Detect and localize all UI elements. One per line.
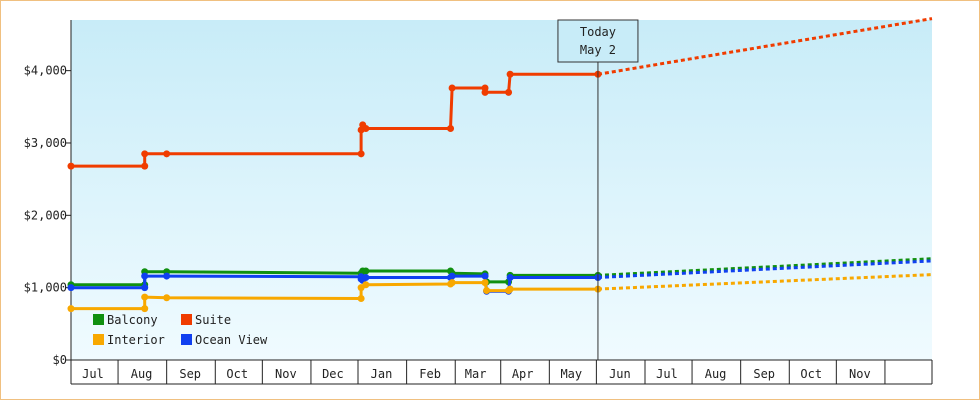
- series-point: [141, 162, 149, 170]
- series-line: [69, 269, 600, 287]
- legend: Balcony Suite Interior Ocean View: [93, 313, 268, 347]
- series-point: [506, 70, 514, 78]
- legend-label: Balcony: [107, 313, 158, 327]
- x-tick-label: May: [560, 367, 582, 381]
- series-lines: [67, 17, 933, 313]
- series-point: [362, 125, 370, 133]
- x-tick-label: Oct: [226, 367, 248, 381]
- series-point: [163, 150, 171, 158]
- legend-swatch: [93, 314, 104, 325]
- series-point: [447, 125, 455, 133]
- series-point: [141, 150, 149, 158]
- x-tick-label: Apr: [512, 367, 534, 381]
- today-marker: Today May 2: [557, 19, 639, 360]
- series-point: [362, 281, 370, 289]
- series-point: [67, 284, 75, 292]
- legend-label: Suite: [195, 313, 231, 327]
- y-tick-label: $2,000: [24, 208, 67, 222]
- today-label: Today: [580, 25, 616, 39]
- y-tick-label: $1,000: [24, 281, 67, 295]
- series-point: [141, 293, 149, 301]
- series-point: [481, 279, 489, 287]
- plot-background: [71, 20, 932, 360]
- series-point: [448, 84, 456, 92]
- series-point: [362, 274, 370, 282]
- x-tick-label: Jul: [656, 367, 678, 381]
- series-point: [362, 267, 370, 275]
- legend-label: Interior: [107, 333, 165, 347]
- series-point: [141, 284, 149, 292]
- x-tick-label: Nov: [849, 367, 871, 381]
- x-tick-label: Feb: [419, 367, 441, 381]
- legend-swatch: [93, 334, 104, 345]
- series-point: [481, 272, 489, 280]
- y-tick-label: $3,000: [24, 136, 67, 150]
- series-point: [163, 272, 171, 280]
- series-point: [448, 279, 456, 287]
- series-line: [69, 281, 600, 311]
- series-point: [506, 285, 514, 293]
- x-tick-label: Sep: [753, 367, 775, 381]
- legend-swatch: [181, 334, 192, 345]
- series-point: [505, 88, 513, 96]
- x-tick-label: Sep: [179, 367, 201, 381]
- legend-label: Ocean View: [195, 333, 268, 347]
- series-projection: [597, 17, 933, 76]
- legend-swatch: [181, 314, 192, 325]
- series-point: [448, 272, 456, 280]
- series-point: [506, 274, 514, 282]
- series-point: [483, 287, 491, 295]
- y-tick-label: $0: [53, 353, 67, 367]
- series-point: [481, 88, 489, 96]
- axes: $0 $1,000 $2,000 $3,000 $4,000 Jul Aug Sep Oct No…: [24, 20, 933, 385]
- x-tick-label: Jun: [609, 367, 631, 381]
- today-date: May 2: [580, 43, 616, 57]
- x-tick-label: Jan: [371, 367, 393, 381]
- today-box: [557, 19, 639, 63]
- x-tick-label: Jul: [82, 367, 104, 381]
- x-tick-label: Aug: [131, 367, 153, 381]
- x-tick-label: Aug: [705, 367, 727, 381]
- series-point: [67, 162, 75, 170]
- series-point: [357, 150, 365, 158]
- x-tick-label: Oct: [800, 367, 822, 381]
- series-point: [357, 295, 365, 303]
- x-tick-label: Mar: [465, 367, 487, 381]
- series-point: [67, 305, 75, 313]
- x-tick-label: Nov: [275, 367, 297, 381]
- series-point: [163, 294, 171, 302]
- y-tick-label: $4,000: [24, 64, 67, 78]
- x-tick-label: Dec: [322, 367, 344, 381]
- series-point: [141, 305, 149, 313]
- series-point: [141, 272, 149, 280]
